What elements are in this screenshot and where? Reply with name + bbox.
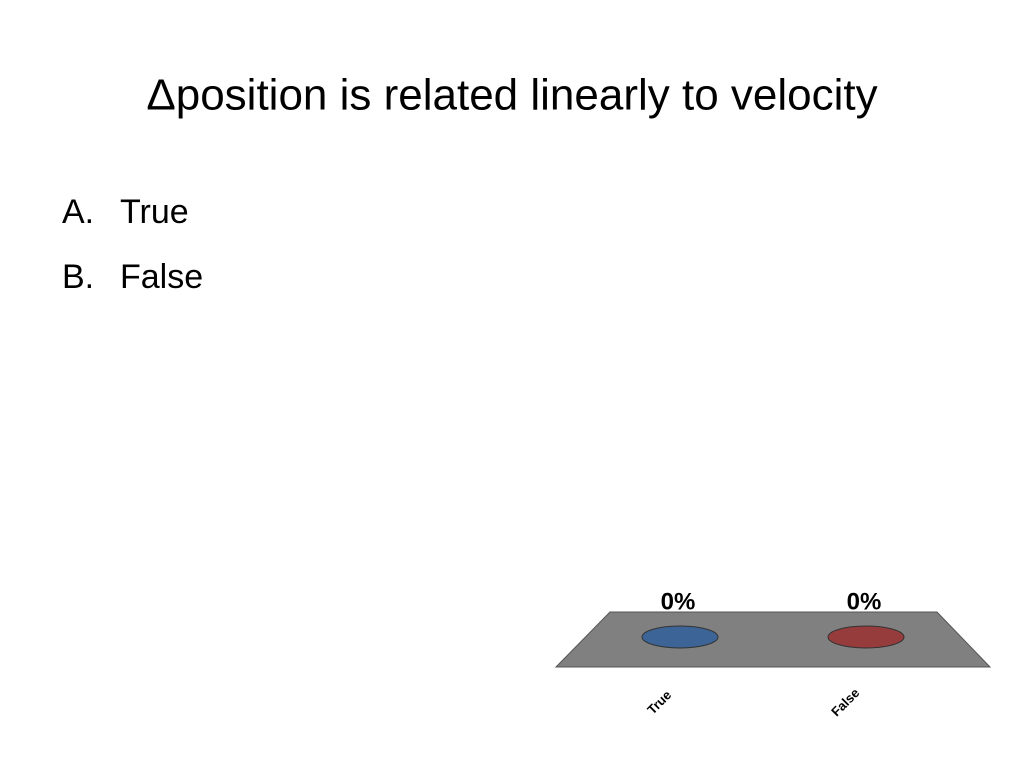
chart-floor — [554, 611, 992, 668]
value-label: 0% — [847, 588, 882, 615]
bar-part — [641, 625, 719, 649]
bar — [641, 625, 719, 649]
option-marker: A. — [62, 193, 94, 231]
slide-title: Δposition is related linearly to velocit… — [146, 71, 877, 120]
option-marker: B. — [62, 258, 94, 296]
value-label: 0% — [661, 588, 696, 615]
bar-part — [827, 625, 905, 649]
option-text: True — [120, 193, 189, 231]
option-text: False — [120, 258, 203, 296]
bar — [827, 625, 905, 649]
